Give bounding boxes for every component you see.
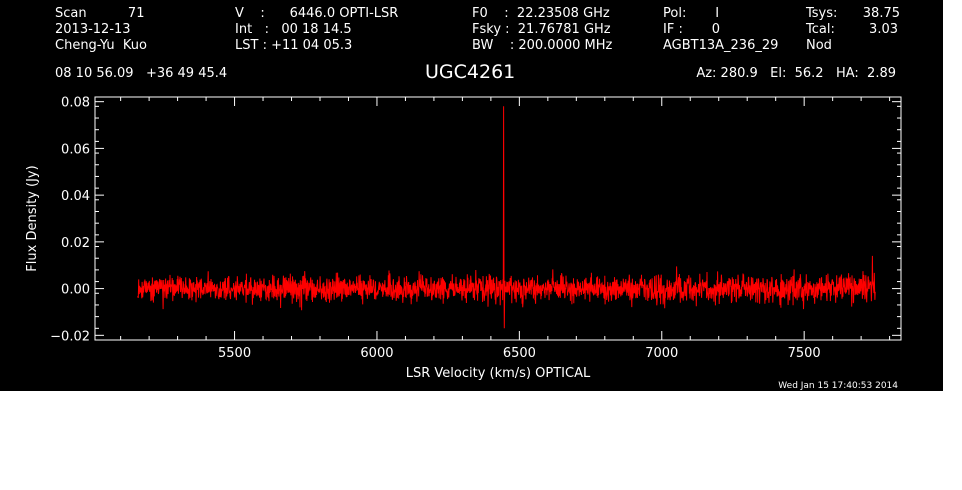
y-tick-label: 0.02 <box>61 236 90 251</box>
x-tick-label: 5500 <box>218 346 251 361</box>
az-el-ha-label: Az: 280.9 El: 56.2 HA: 2.89 <box>696 66 896 81</box>
lst-label: LST : +11 04 05.3 <box>235 38 353 53</box>
fsky-label: Fsky : 21.76781 GHz <box>472 22 611 37</box>
y-tick-label: 0.06 <box>61 142 90 157</box>
spectrum-chart: LSR Velocity (km/s) OPTICAL Flux Density … <box>25 96 902 381</box>
int-label: Int : 00 18 14.5 <box>235 22 352 37</box>
date-label: 2013-12-13 <box>55 22 131 37</box>
source-name-title: UGC4261 <box>425 61 516 83</box>
x-tick-label: 6000 <box>360 346 393 361</box>
y-tick-label: 0.04 <box>61 189 90 204</box>
spectrum-series-line <box>137 106 876 329</box>
nod-label: Nod <box>806 38 832 53</box>
project-label: AGBT13A_236_29 <box>663 38 779 53</box>
coordinates-label: 08 10 56.09 +36 49 45.4 <box>55 66 228 81</box>
bw-label: BW : 200.0000 MHz <box>472 38 613 53</box>
y-axis-label: Flux Density (Jy) <box>25 165 40 271</box>
x-tick-label: 6500 <box>503 346 536 361</box>
pol-label: Pol: I <box>663 6 720 21</box>
y-tick-label: 0.00 <box>61 283 90 298</box>
y-tick-label: −0.02 <box>50 329 90 344</box>
observer-label: Cheng-Yu Kuo <box>55 38 147 53</box>
timestamp-label: Wed Jan 15 17:40:53 2014 <box>778 381 898 391</box>
tcal-label: Tcal: <box>806 22 835 37</box>
tsys-value: 38.75 <box>862 6 900 21</box>
if-label: IF : 0 <box>663 22 721 37</box>
velocity-label: V : 6446.0 OPTI-LSR <box>235 6 399 21</box>
tsys-label: Tsys: <box>806 6 838 21</box>
spectrum-plot-panel: Scan 71 2013-12-13 Cheng-Yu Kuo V : 6446… <box>0 0 943 391</box>
x-tick-label: 7000 <box>645 346 678 361</box>
plot-frame <box>94 96 902 341</box>
tcal-value: 3.03 <box>869 22 898 37</box>
f0-label: F0 : 22.23508 GHz <box>472 6 610 21</box>
x-tick-label: 7500 <box>788 346 821 361</box>
scan-label: Scan 71 <box>55 6 145 21</box>
x-axis-label: LSR Velocity (km/s) OPTICAL <box>406 366 591 381</box>
y-tick-label: 0.08 <box>61 96 90 111</box>
